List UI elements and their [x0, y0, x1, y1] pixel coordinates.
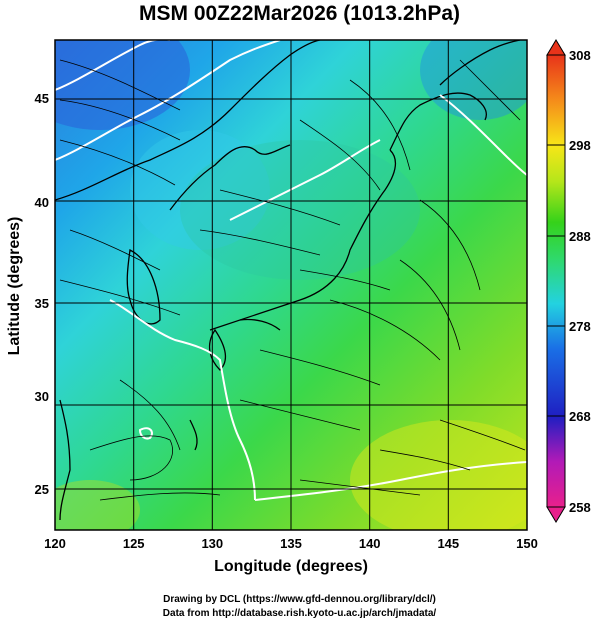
colorbar-label: 298 [569, 138, 591, 153]
field-overlays [55, 40, 527, 530]
graticule [55, 40, 527, 530]
colorbar [546, 54, 566, 508]
coastlines [55, 40, 521, 521]
colorbar-max-arrow [546, 39, 566, 56]
y-tick-label: 30 [35, 389, 49, 404]
credit-data: Data from http://database.rish.kyoto-u.a… [162, 608, 437, 619]
x-tick-label: 150 [516, 536, 538, 551]
colorbar-labels: 308 298 288 278 268 258 [569, 48, 591, 515]
y-tick-labels: 25 30 35 40 45 [35, 91, 49, 497]
x-axis-label: Longitude (degrees) [214, 558, 368, 575]
y-tick-label: 45 [35, 91, 49, 106]
map-title: MSM 00Z22Mar2026 (1013.2hPa) [139, 2, 460, 25]
y-tick-label: 40 [35, 195, 49, 210]
colorbar-ticks [547, 54, 565, 508]
x-tick-labels: 120 125 130 135 140 145 150 [44, 536, 538, 551]
colorbar-label: 288 [569, 229, 591, 244]
x-tick-label: 135 [280, 536, 302, 551]
wind-streamlines [59, 59, 526, 501]
x-tick-label: 145 [437, 536, 459, 551]
colorbar-label: 278 [569, 319, 591, 334]
colorbar-label: 258 [569, 500, 591, 515]
credit-drawing: Drawing by DCL (https://www.gfd-dennou.o… [163, 594, 436, 605]
colorbar-label: 268 [569, 409, 591, 424]
x-tick-label: 125 [123, 536, 145, 551]
y-tick-label: 25 [35, 482, 49, 497]
isotherm-contours [55, 40, 527, 501]
map-frame [54, 39, 528, 531]
y-tick-label: 35 [35, 296, 49, 311]
x-tick-label: 120 [44, 536, 66, 551]
colorbar-min-arrow [546, 506, 566, 523]
y-axis-label: Latitude (degrees) [6, 216, 23, 356]
x-tick-label: 140 [359, 536, 381, 551]
colorbar-label: 308 [569, 48, 591, 63]
x-tick-label: 130 [201, 536, 223, 551]
